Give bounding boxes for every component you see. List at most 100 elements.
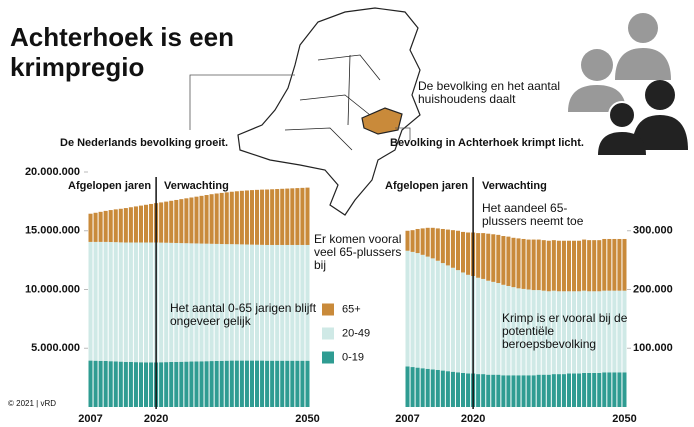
bar-segment	[501, 284, 506, 376]
bar-segment	[420, 368, 425, 407]
bar-segment	[455, 230, 460, 271]
bar-segment	[209, 361, 214, 407]
bar-segment	[536, 239, 541, 291]
bar-segment	[481, 374, 486, 407]
bar-segment	[133, 206, 138, 243]
bar-segment	[521, 238, 526, 289]
bar-segment	[169, 361, 174, 407]
bar-segment	[290, 360, 295, 407]
bar-segment	[113, 361, 118, 407]
bar-segment	[435, 228, 440, 261]
bar-segment	[184, 243, 189, 362]
bar-segment	[169, 242, 174, 362]
bar-segment	[118, 361, 123, 407]
leader-lines	[189, 74, 411, 140]
bar-segment	[138, 205, 143, 243]
bar-segment	[561, 374, 566, 407]
bar-segment	[410, 230, 415, 252]
bar-segment	[405, 250, 410, 367]
bar-segment	[481, 278, 486, 375]
bar-segment	[169, 200, 174, 243]
bar-segment	[430, 227, 435, 259]
bar-segment	[531, 290, 536, 376]
bar-segment	[265, 189, 270, 245]
bar-segment	[280, 360, 285, 407]
bar-segment	[174, 199, 179, 243]
bar-segment	[526, 289, 531, 376]
bar-segment	[179, 243, 184, 362]
bar-segment	[566, 291, 571, 374]
bar-segment	[430, 258, 435, 370]
bar-segment	[440, 263, 445, 371]
bar-segment	[270, 360, 275, 407]
bar-segment	[103, 241, 108, 361]
bar-segment	[234, 360, 239, 407]
bar-segment	[566, 373, 571, 407]
bar-segment	[425, 227, 430, 257]
x-tick-label: 2020	[461, 413, 485, 425]
bar-segment	[450, 267, 455, 372]
bar-segment	[108, 210, 113, 243]
bar-segment	[144, 204, 149, 243]
bar-segment	[229, 244, 234, 361]
bar-segment	[295, 188, 300, 245]
bar-segment	[93, 212, 98, 242]
bar-segment	[445, 265, 450, 372]
bar-segment	[164, 201, 169, 243]
bar-segment	[476, 233, 481, 278]
bar-segment	[219, 360, 224, 407]
bar-segment	[410, 251, 415, 368]
bar-segment	[239, 360, 244, 407]
bar-segment	[123, 208, 128, 243]
bar-segment	[556, 374, 561, 407]
bar-segment	[214, 193, 219, 244]
bar-segment	[194, 361, 199, 407]
bar-segment	[461, 372, 466, 407]
bar-segment	[118, 242, 123, 362]
bar-segment	[98, 211, 103, 242]
bar-segment	[285, 244, 290, 361]
bar-segment	[541, 374, 546, 407]
bar-segment	[577, 291, 582, 374]
bar-segment	[108, 361, 113, 407]
bar-segment	[501, 236, 506, 285]
bar-segment	[541, 240, 546, 291]
bar-segment	[275, 244, 280, 361]
bar-segment	[244, 190, 249, 245]
bar-segment	[199, 243, 204, 362]
bar-segment	[622, 238, 627, 291]
bar-segment	[607, 372, 612, 407]
bar-segment	[536, 374, 541, 407]
bar-segment	[496, 283, 501, 375]
bar-segment	[612, 372, 617, 407]
bar-segment	[496, 234, 501, 284]
bar-segment	[435, 260, 440, 370]
bar-segment	[149, 242, 154, 363]
period-label: Afgelopen jaren	[385, 180, 469, 192]
period-label: Verwachting	[164, 180, 229, 192]
bar-segment	[617, 372, 622, 407]
bar-segment	[541, 290, 546, 375]
x-tick-label: 2050	[295, 413, 319, 425]
bar-segment	[466, 232, 471, 275]
bar-segment	[516, 288, 521, 376]
bar-segment	[592, 240, 597, 292]
bar-segment	[440, 370, 445, 407]
bar-segment	[491, 281, 496, 375]
bar-segment	[526, 375, 531, 407]
bar-segment	[244, 244, 249, 361]
legend-label: 65+	[342, 303, 361, 315]
bar-segment	[290, 244, 295, 361]
bar-segment	[133, 242, 138, 363]
note-achterhoek: Bevolking in Achterhoek krimpt licht.	[390, 137, 584, 149]
bar-segment	[405, 230, 410, 251]
bar-segment	[481, 233, 486, 279]
bar-segment	[455, 372, 460, 407]
bar-segment	[577, 240, 582, 292]
bar-segment	[582, 372, 587, 407]
plot	[405, 227, 627, 407]
bar-segment	[420, 228, 425, 255]
bar-segment	[587, 240, 592, 292]
bar-segment	[511, 287, 516, 376]
bar-segment	[300, 360, 305, 407]
